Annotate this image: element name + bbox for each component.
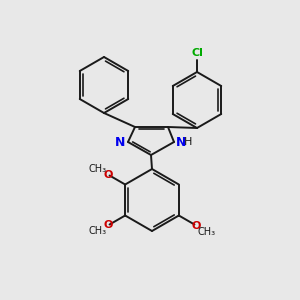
Text: N: N [115, 136, 125, 148]
Text: CH₃: CH₃ [197, 226, 216, 236]
Text: N: N [176, 136, 186, 148]
Text: H: H [184, 137, 192, 147]
Text: CH₃: CH₃ [88, 164, 106, 173]
Text: CH₃: CH₃ [88, 226, 106, 236]
Text: Cl: Cl [191, 48, 203, 58]
Text: O: O [103, 220, 112, 230]
Text: O: O [191, 220, 201, 230]
Text: O: O [103, 169, 112, 179]
